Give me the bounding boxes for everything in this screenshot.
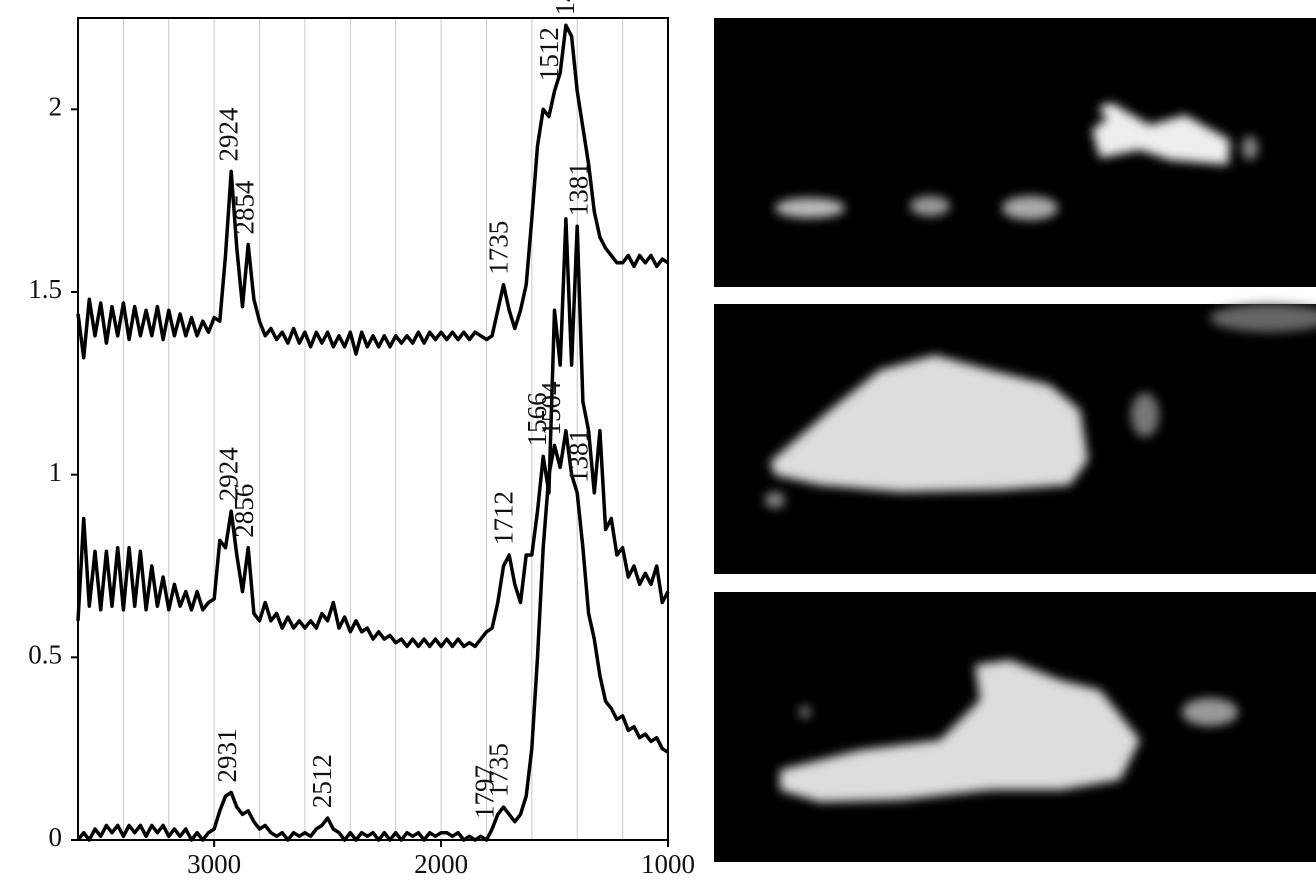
peak-label: 1735 — [483, 743, 513, 797]
peak-label: 2512 — [307, 754, 337, 808]
peak-label: 2931 — [212, 729, 242, 783]
peak-label: 1566 — [522, 392, 552, 446]
peak-label: 2856 — [229, 484, 259, 538]
peak-label: 1797 — [469, 765, 499, 819]
image-panel — [714, 592, 1316, 862]
peak-label: 2924 — [214, 447, 244, 502]
peak-label: 2924 — [214, 107, 244, 162]
plot-frame — [77, 17, 669, 841]
y-tick-label: 1.5 — [28, 274, 62, 304]
peak-label: 1381 — [564, 162, 594, 216]
y-tick-label: 1 — [49, 457, 63, 487]
peak-label: 1381 — [564, 429, 594, 483]
y-tick-label: 2 — [49, 92, 63, 122]
image-panel — [714, 18, 1316, 287]
spectra-plot: 3000 2000 1000 0 0.5 1 1.5 2 2924 2854 1735 1512 144… — [28, 0, 695, 879]
peak-label: 1735 — [483, 221, 513, 275]
peak-label: 1712 — [489, 491, 519, 545]
x-tick-label: 2000 — [414, 849, 468, 879]
image-panel — [714, 304, 1316, 574]
x-tick-label: 1000 — [641, 849, 695, 879]
y-tick-label: 0.5 — [28, 640, 62, 670]
spectrum-line — [76, 429, 669, 842]
spectrum-line — [76, 217, 670, 649]
y-tick-label: 0 — [49, 822, 63, 852]
peak-label: 1504 — [536, 381, 566, 436]
peak-label: 1442 — [550, 0, 580, 15]
peak-label: 1512 — [534, 27, 564, 81]
peak-label: 2854 — [229, 180, 259, 234]
spectrum-line — [76, 23, 669, 360]
x-tick-label: 3000 — [187, 849, 241, 879]
